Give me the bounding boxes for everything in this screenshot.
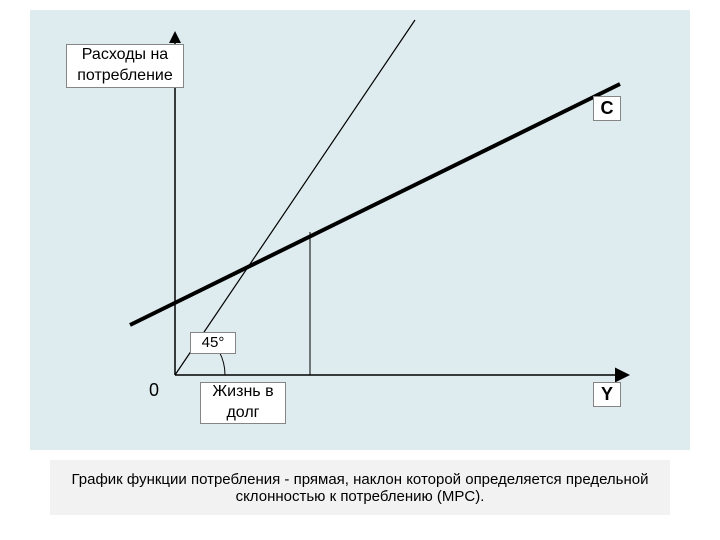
- consumption-line: [130, 84, 620, 325]
- y-label: Y: [601, 383, 613, 406]
- y-axis-title-box: Расходы напотребление: [66, 44, 184, 88]
- c-label-box: C: [593, 96, 621, 121]
- angle-label: 45°: [202, 333, 225, 353]
- angle-label-box: 45°: [190, 332, 236, 354]
- caption-text: График функции потребления - прямая, нак…: [70, 471, 650, 505]
- y-axis-arrow: [169, 31, 181, 43]
- caption-panel: График функции потребления - прямая, нак…: [50, 460, 670, 515]
- x-axis-title-box: Жизнь вдолг: [200, 382, 286, 424]
- c-label: C: [601, 97, 614, 120]
- y-label-box: Y: [593, 382, 621, 407]
- x-axis-title: Жизнь вдолг: [212, 382, 273, 424]
- origin-label: 0: [149, 380, 159, 401]
- ref-45-line: [175, 20, 415, 375]
- y-axis-title: Расходы напотребление: [77, 45, 173, 87]
